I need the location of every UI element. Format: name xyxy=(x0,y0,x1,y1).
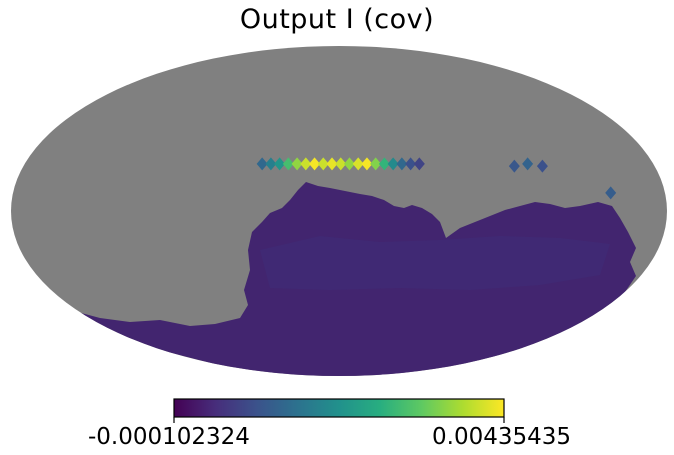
hot-pixel xyxy=(605,186,617,200)
hot-pixel xyxy=(256,157,268,171)
hot-pixel xyxy=(522,157,534,171)
hot-pixel xyxy=(378,157,390,171)
hot-pixel-layer xyxy=(256,157,617,200)
hot-pixel xyxy=(370,157,382,171)
hot-pixel xyxy=(352,157,364,171)
observed-sky-shading xyxy=(260,236,610,290)
hot-pixel xyxy=(536,159,548,173)
colorbar xyxy=(173,398,505,418)
hot-pixel xyxy=(265,157,277,171)
hot-pixel xyxy=(508,159,520,173)
hot-pixel xyxy=(413,157,425,171)
hot-pixel xyxy=(335,157,347,171)
hot-pixel xyxy=(405,157,417,171)
hot-pixel xyxy=(387,157,399,171)
hot-pixel xyxy=(291,157,303,171)
hot-pixel xyxy=(361,157,373,171)
hot-pixel xyxy=(300,157,312,171)
colorbar-min-label: -0.000102324 xyxy=(88,424,250,450)
hot-pixel xyxy=(309,157,321,171)
colorbar-max-label: 0.00435435 xyxy=(432,424,572,450)
hot-pixel xyxy=(396,157,408,171)
hot-pixel xyxy=(274,157,286,171)
chart-title: Output I (cov) xyxy=(239,4,435,35)
hot-pixel xyxy=(343,157,355,171)
hot-pixel xyxy=(326,157,338,171)
hot-pixel xyxy=(282,157,294,171)
hot-pixel xyxy=(317,157,329,171)
